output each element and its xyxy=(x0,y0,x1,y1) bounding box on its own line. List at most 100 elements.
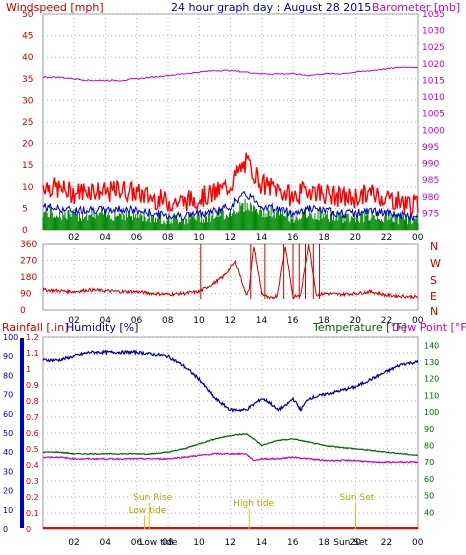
humidity-y-tick-80: 80 xyxy=(3,371,13,380)
rain-y-tick-0.7: 0.7 xyxy=(26,413,39,422)
x-tick-label-2-20: 20 xyxy=(350,538,362,548)
x-tick-label-0-16: 16 xyxy=(287,233,299,243)
temp-y-tick-130: 130 xyxy=(424,358,439,367)
wind-y-tick-30: 30 xyxy=(22,96,34,106)
baro-y-tick-980: 980 xyxy=(422,193,439,203)
temp-y-tick-40: 40 xyxy=(424,508,434,517)
barometer-line xyxy=(42,66,419,82)
rain-y-tick-1.1: 1.1 xyxy=(26,349,39,358)
x-tick-label-0-06: 06 xyxy=(131,233,143,243)
baro-y-tick-985: 985 xyxy=(422,176,439,186)
temp-y-tick-120: 120 xyxy=(424,375,439,384)
temp-y-tick-50: 50 xyxy=(424,492,434,501)
x-tick-label-2-18: 18 xyxy=(318,538,330,548)
temp-y-tick-90: 90 xyxy=(424,425,434,434)
temperature-line xyxy=(42,432,419,457)
wind-y-tick-15: 15 xyxy=(22,161,33,171)
humidity-y-tick-10: 10 xyxy=(3,506,13,515)
rain-y-tick-0.1: 0.1 xyxy=(26,509,39,518)
x-tick-label-1-12: 12 xyxy=(225,316,236,326)
dewpoint-line xyxy=(42,452,419,464)
wind-direction-line xyxy=(42,244,419,300)
baro-y-tick-1030: 1030 xyxy=(422,27,445,37)
temp-y-tick-80: 80 xyxy=(424,442,434,451)
barometer-title: Barometer [mb] xyxy=(372,1,460,14)
wind-y-tick-40: 40 xyxy=(22,53,34,63)
baro-y-tick-1020: 1020 xyxy=(422,60,445,70)
compass-label-n-top: N xyxy=(430,240,438,253)
dir-y-tick-0: 0 xyxy=(20,306,26,316)
x-tick-label-1-10: 10 xyxy=(193,316,205,326)
compass-label-s: S xyxy=(430,274,437,287)
dir-y-tick-90: 90 xyxy=(20,290,32,300)
x-tick-label-0-02: 02 xyxy=(68,233,79,243)
temp-y-tick-60: 60 xyxy=(424,475,434,484)
dewpoint-title: Dew Point [°F] xyxy=(392,321,466,334)
humidity-title: Humidity [%] xyxy=(66,321,138,334)
baro-y-tick-1005: 1005 xyxy=(422,110,445,120)
rain-y-tick-0.2: 0.2 xyxy=(26,493,39,502)
x-tick-label-1-16: 16 xyxy=(287,316,299,326)
x-tick-label-0-20: 20 xyxy=(350,233,362,243)
annotation-label-4: Sun Set xyxy=(340,493,375,503)
x-tick-label-2-12: 12 xyxy=(225,538,236,548)
x-tick-label-1-06: 06 xyxy=(131,316,143,326)
annotation-label-2: Low tide xyxy=(140,538,178,548)
dir-y-tick-180: 180 xyxy=(20,273,37,283)
dir-y-tick-360: 360 xyxy=(20,240,37,250)
series-lines xyxy=(42,66,419,529)
rain-y-tick-0.8: 0.8 xyxy=(26,397,39,406)
x-tick-label-2-16: 16 xyxy=(287,538,299,548)
x-tick-label-0-12: 12 xyxy=(225,233,236,243)
rain-y-tick-0.3: 0.3 xyxy=(26,477,39,486)
humidity-y-tick-20: 20 xyxy=(3,487,13,496)
rain-y-tick-1.2: 1.2 xyxy=(26,333,39,342)
rain-y-tick-0.6: 0.6 xyxy=(26,429,39,438)
x-tick-label-2-22: 22 xyxy=(381,538,392,548)
x-tick-label-0-22: 22 xyxy=(381,233,392,243)
baro-y-tick-975: 975 xyxy=(422,209,439,219)
annotation-label-0: Low tide xyxy=(129,506,167,516)
rainfall-title: Rainfall [.in] xyxy=(2,321,69,334)
x-tick-label-0-00: 00 xyxy=(412,233,424,243)
x-tick-label-0-04: 04 xyxy=(100,233,112,243)
baro-y-tick-995: 995 xyxy=(422,143,439,153)
x-tick-label-2-00: 00 xyxy=(412,538,424,548)
humidity-y-tick-90: 90 xyxy=(3,352,13,361)
annotation-label-5: Sun Set xyxy=(333,538,368,548)
x-tick-label-2-14: 14 xyxy=(256,538,268,548)
wind-y-tick-50: 50 xyxy=(22,10,34,20)
windspeed-title: Windspeed [mph] xyxy=(6,1,104,14)
windspeed-average-line xyxy=(42,190,419,222)
temp-y-tick-140: 140 xyxy=(424,341,439,350)
x-tick-label-2-04: 04 xyxy=(100,538,112,548)
annotation-label-3: High tide xyxy=(233,499,274,509)
wind-y-tick-5: 5 xyxy=(22,204,28,214)
rain-y-tick-0.4: 0.4 xyxy=(26,461,39,470)
x-tick-label-1-14: 14 xyxy=(256,316,268,326)
baro-y-tick-1015: 1015 xyxy=(422,76,445,86)
wind-y-tick-35: 35 xyxy=(22,75,33,85)
wind-y-tick-25: 25 xyxy=(22,118,33,128)
baro-y-tick-1010: 1010 xyxy=(422,93,445,103)
x-tick-label-0-08: 08 xyxy=(162,233,174,243)
x-tick-label-1-04: 04 xyxy=(100,316,112,326)
rain-y-tick-0: 0 xyxy=(26,525,31,534)
compass-label-e: E xyxy=(430,290,437,303)
date-title: 24 hour graph day : August 28 2015 xyxy=(171,1,371,14)
humidity-line xyxy=(42,349,419,413)
wind-y-tick-20: 20 xyxy=(22,140,34,150)
rain-y-tick-1: 1 xyxy=(26,365,31,374)
temperature-title: Temperature [°F] xyxy=(312,321,407,334)
rain-y-tick-0.9: 0.9 xyxy=(26,381,39,390)
wind-y-tick-45: 45 xyxy=(22,32,33,42)
x-tick-label-1-08: 08 xyxy=(162,316,174,326)
humidity-y-tick-50: 50 xyxy=(3,429,13,438)
x-tick-label-0-14: 14 xyxy=(256,233,268,243)
baro-y-tick-990: 990 xyxy=(422,160,439,170)
compass-label-n-bottom: N xyxy=(430,305,438,318)
temp-y-tick-70: 70 xyxy=(424,458,434,467)
